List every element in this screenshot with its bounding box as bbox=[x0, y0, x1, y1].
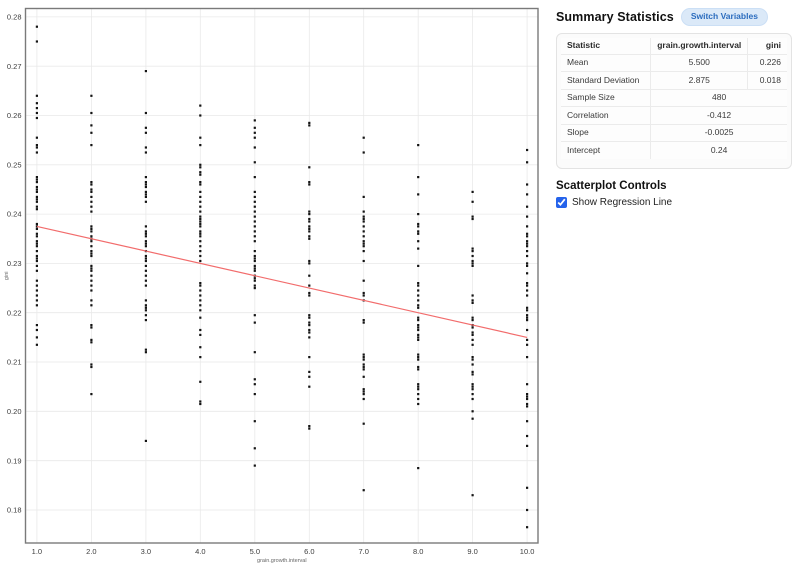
stat-value: -0.0025 bbox=[650, 124, 787, 143]
stat-value-y: 0.018 bbox=[747, 71, 787, 90]
svg-text:0.25: 0.25 bbox=[7, 160, 22, 169]
plot-border bbox=[24, 7, 539, 544]
stat-value: 480 bbox=[650, 89, 787, 108]
table-row: Slope -0.0025 bbox=[561, 124, 787, 143]
svg-text:0.21: 0.21 bbox=[7, 358, 22, 367]
stat-value-x: 5.500 bbox=[650, 54, 749, 73]
stat-label: Mean bbox=[561, 54, 652, 73]
switch-variables-button[interactable]: Switch Variables bbox=[680, 8, 768, 26]
svg-text:2.0: 2.0 bbox=[86, 547, 96, 556]
summary-table: Statistic grain.growth.interval gini Mea… bbox=[561, 37, 787, 159]
table-header-row: Statistic grain.growth.interval gini bbox=[561, 37, 787, 55]
stat-value-y: 0.226 bbox=[747, 54, 787, 73]
stat-label: Sample Size bbox=[561, 89, 652, 108]
stat-label: Slope bbox=[561, 124, 652, 143]
stat-label: Intercept bbox=[561, 141, 652, 159]
svg-text:0.28: 0.28 bbox=[7, 13, 22, 22]
svg-text:1.0: 1.0 bbox=[32, 547, 42, 556]
svg-text:8.0: 8.0 bbox=[413, 547, 423, 556]
svg-text:6.0: 6.0 bbox=[304, 547, 314, 556]
scatterplot-panel: 0.18 0.19 0.20 0.21 0.22 0.23 0.24 0.25 0.26 0.27… bbox=[4, 7, 539, 564]
data-points bbox=[35, 25, 529, 529]
svg-text:0.26: 0.26 bbox=[7, 111, 22, 120]
svg-text:0.23: 0.23 bbox=[7, 259, 22, 268]
scatterplot-controls-title: Scatterplot Controls bbox=[556, 179, 667, 192]
x-axis-labels: 1.0 2.0 3.0 4.0 5.0 6.0 7.0 8.0 9.0 10.0 bbox=[32, 547, 535, 556]
y-axis-labels: 0.18 0.19 0.20 0.21 0.22 0.23 0.24 0.25 0.26 0.27… bbox=[7, 13, 22, 515]
svg-text:0.18: 0.18 bbox=[7, 506, 22, 515]
svg-text:0.19: 0.19 bbox=[7, 456, 22, 465]
svg-text:0.22: 0.22 bbox=[7, 308, 22, 317]
summary-table-card: Statistic grain.growth.interval gini Mea… bbox=[556, 32, 792, 169]
gridlines bbox=[25, 8, 538, 543]
side-panel: Summary Statistics Switch Variables Stat… bbox=[556, 8, 792, 208]
table-row: Mean 5.500 0.226 bbox=[561, 54, 787, 73]
stat-label: Standard Deviation bbox=[561, 71, 652, 90]
svg-text:9.0: 9.0 bbox=[467, 547, 477, 556]
svg-text:0.27: 0.27 bbox=[7, 62, 22, 71]
table-row: Sample Size 480 bbox=[561, 89, 787, 108]
table-row: Correlation -0.412 bbox=[561, 106, 787, 125]
scatterplot: 0.18 0.19 0.20 0.21 0.22 0.23 0.24 0.25 0.26 0.27… bbox=[4, 7, 539, 564]
regression-line bbox=[36, 225, 528, 338]
svg-text:0.20: 0.20 bbox=[7, 407, 22, 416]
x-axis-title: grain.growth.interval bbox=[257, 558, 307, 564]
table-row: Standard Deviation 2.875 0.018 bbox=[561, 71, 787, 90]
summary-title: Summary Statistics bbox=[556, 9, 674, 24]
y-axis-title: gini bbox=[4, 272, 10, 281]
stat-value: -0.412 bbox=[650, 106, 787, 125]
table-row: Intercept 0.24 bbox=[561, 141, 787, 159]
stat-value: 0.24 bbox=[710, 144, 728, 155]
summary-header: Summary Statistics Switch Variables bbox=[556, 8, 792, 26]
svg-text:10.0: 10.0 bbox=[520, 547, 535, 556]
header-variable-x: grain.growth.interval bbox=[650, 37, 749, 55]
stat-value-x: 2.875 bbox=[650, 71, 749, 90]
svg-text:0.24: 0.24 bbox=[7, 210, 22, 219]
show-regression-checkbox[interactable] bbox=[556, 196, 567, 208]
show-regression-label[interactable]: Show Regression Line bbox=[572, 196, 673, 208]
header-statistic: Statistic bbox=[561, 37, 652, 55]
stat-label: Correlation bbox=[561, 106, 652, 125]
svg-text:3.0: 3.0 bbox=[141, 547, 151, 556]
svg-text:7.0: 7.0 bbox=[358, 547, 368, 556]
svg-text:5.0: 5.0 bbox=[250, 547, 260, 556]
header-variable-y: gini bbox=[747, 37, 787, 55]
svg-text:4.0: 4.0 bbox=[195, 547, 205, 556]
show-regression-row: Show Regression Line bbox=[556, 196, 792, 208]
